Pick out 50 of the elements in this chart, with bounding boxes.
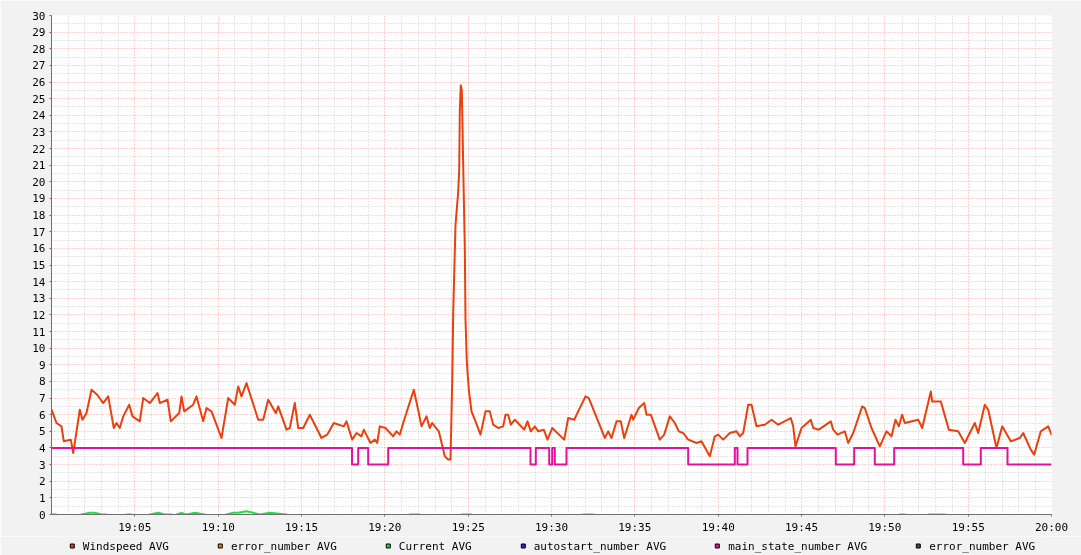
legend-label: error_number AVG	[929, 539, 1036, 552]
x-tick-label: 19:30	[534, 520, 569, 534]
y-tick-label: 2	[38, 475, 46, 489]
y-tick-label: 13	[32, 292, 46, 306]
y-tick-label: 30	[32, 9, 46, 23]
x-tick-label: 19:05	[118, 520, 152, 534]
x-tick-label: 19:55	[951, 520, 985, 534]
x-tick-label: 20:00	[1034, 520, 1069, 534]
y-tick-label: 11	[32, 325, 46, 339]
x-tick-label: 19:35	[618, 520, 652, 534]
y-tick-label: 27	[32, 59, 46, 73]
y-tick-label: 10	[32, 342, 46, 356]
x-tick-label: 19:45	[784, 520, 819, 534]
y-tick-label: 28	[32, 42, 46, 56]
y-tick-label: 26	[32, 76, 46, 90]
y-tick-label: 9	[38, 358, 46, 372]
y-tick-label: 18	[32, 209, 46, 223]
y-tick-label: 12	[32, 308, 46, 322]
y-tick-label: 6	[38, 408, 46, 422]
legend-label: main_state_number AVG	[728, 539, 868, 552]
y-tick-label: 3	[38, 458, 46, 472]
y-tick-label: 5	[38, 425, 46, 439]
x-tick-label: 19:50	[868, 520, 902, 534]
x-tick-label: 19:40	[701, 520, 735, 534]
y-tick-label: 1	[38, 491, 46, 505]
y-tick-label: 22	[32, 142, 46, 156]
x-tick-label: 19:25	[451, 520, 485, 534]
legend-label: autostart_number AVG	[533, 539, 667, 552]
y-tick-label: 29	[32, 26, 46, 40]
y-tick-label: 20	[32, 175, 46, 189]
x-tick-label: 19:10	[201, 520, 235, 534]
y-tick-label: 4	[38, 441, 46, 455]
y-tick-label: 16	[32, 242, 46, 256]
y-tick-label: 14	[32, 275, 46, 289]
y-tick-label: 7	[38, 392, 46, 406]
x-tick-label: 19:20	[368, 520, 402, 534]
y-tick-label: 24	[32, 109, 46, 123]
y-tick-label: 17	[32, 225, 46, 239]
x-tick-label: 19:15	[284, 520, 319, 534]
legend-label: error_number AVG	[230, 539, 337, 552]
y-tick-label: 15	[32, 259, 46, 272]
y-tick-label: 21	[32, 159, 46, 173]
line-series	[51, 84, 1052, 461]
y-tick-label: 8	[38, 375, 46, 389]
y-tick-label: 25	[32, 92, 46, 106]
y-tick-label: 19	[32, 192, 46, 206]
legend-label: Windspeed AVG	[82, 539, 169, 552]
legend-label: Current AVG	[398, 539, 472, 552]
y-tick-label: 0	[38, 508, 46, 522]
y-tick-label: 23	[32, 125, 46, 139]
